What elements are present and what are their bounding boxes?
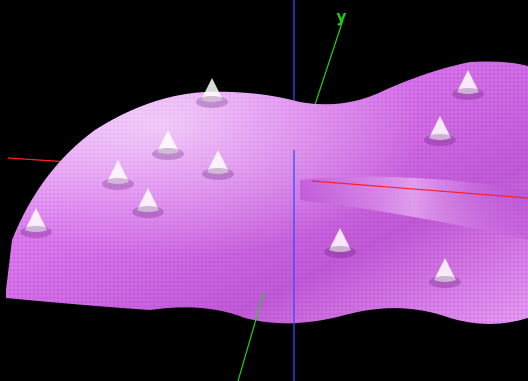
surface-peak-shadow (429, 276, 461, 288)
surface-mesh[interactable] (6, 61, 528, 325)
surface-peak-shadow (424, 134, 456, 146)
surface-peak (201, 78, 223, 102)
surface-peak-shadow (152, 148, 184, 160)
surface-band (300, 176, 528, 240)
x-axis-right (311, 180, 528, 199)
surface-peak (329, 228, 351, 252)
y-axis-lower (237, 291, 265, 381)
surface-peak-shadow (20, 226, 52, 238)
surface-peak (137, 188, 159, 212)
surface-peak (429, 116, 451, 140)
surface-peak-shadow (452, 88, 484, 100)
surface-peak-shadow (324, 246, 356, 258)
surface-peak (107, 160, 129, 184)
surface-peak-shadow (132, 206, 164, 218)
surface-peak (457, 70, 479, 94)
y-axis-label: y (337, 8, 346, 26)
surface-peak-shadow (196, 96, 228, 108)
surface-peak (207, 150, 229, 174)
surface-peak-shadow (102, 178, 134, 190)
surface-peak (25, 208, 47, 232)
surface-peaks (20, 70, 484, 288)
surface-peak-shadow (202, 168, 234, 180)
surface-peak (434, 258, 456, 282)
surface-peak (157, 130, 179, 154)
surface-highlight (6, 61, 528, 324)
